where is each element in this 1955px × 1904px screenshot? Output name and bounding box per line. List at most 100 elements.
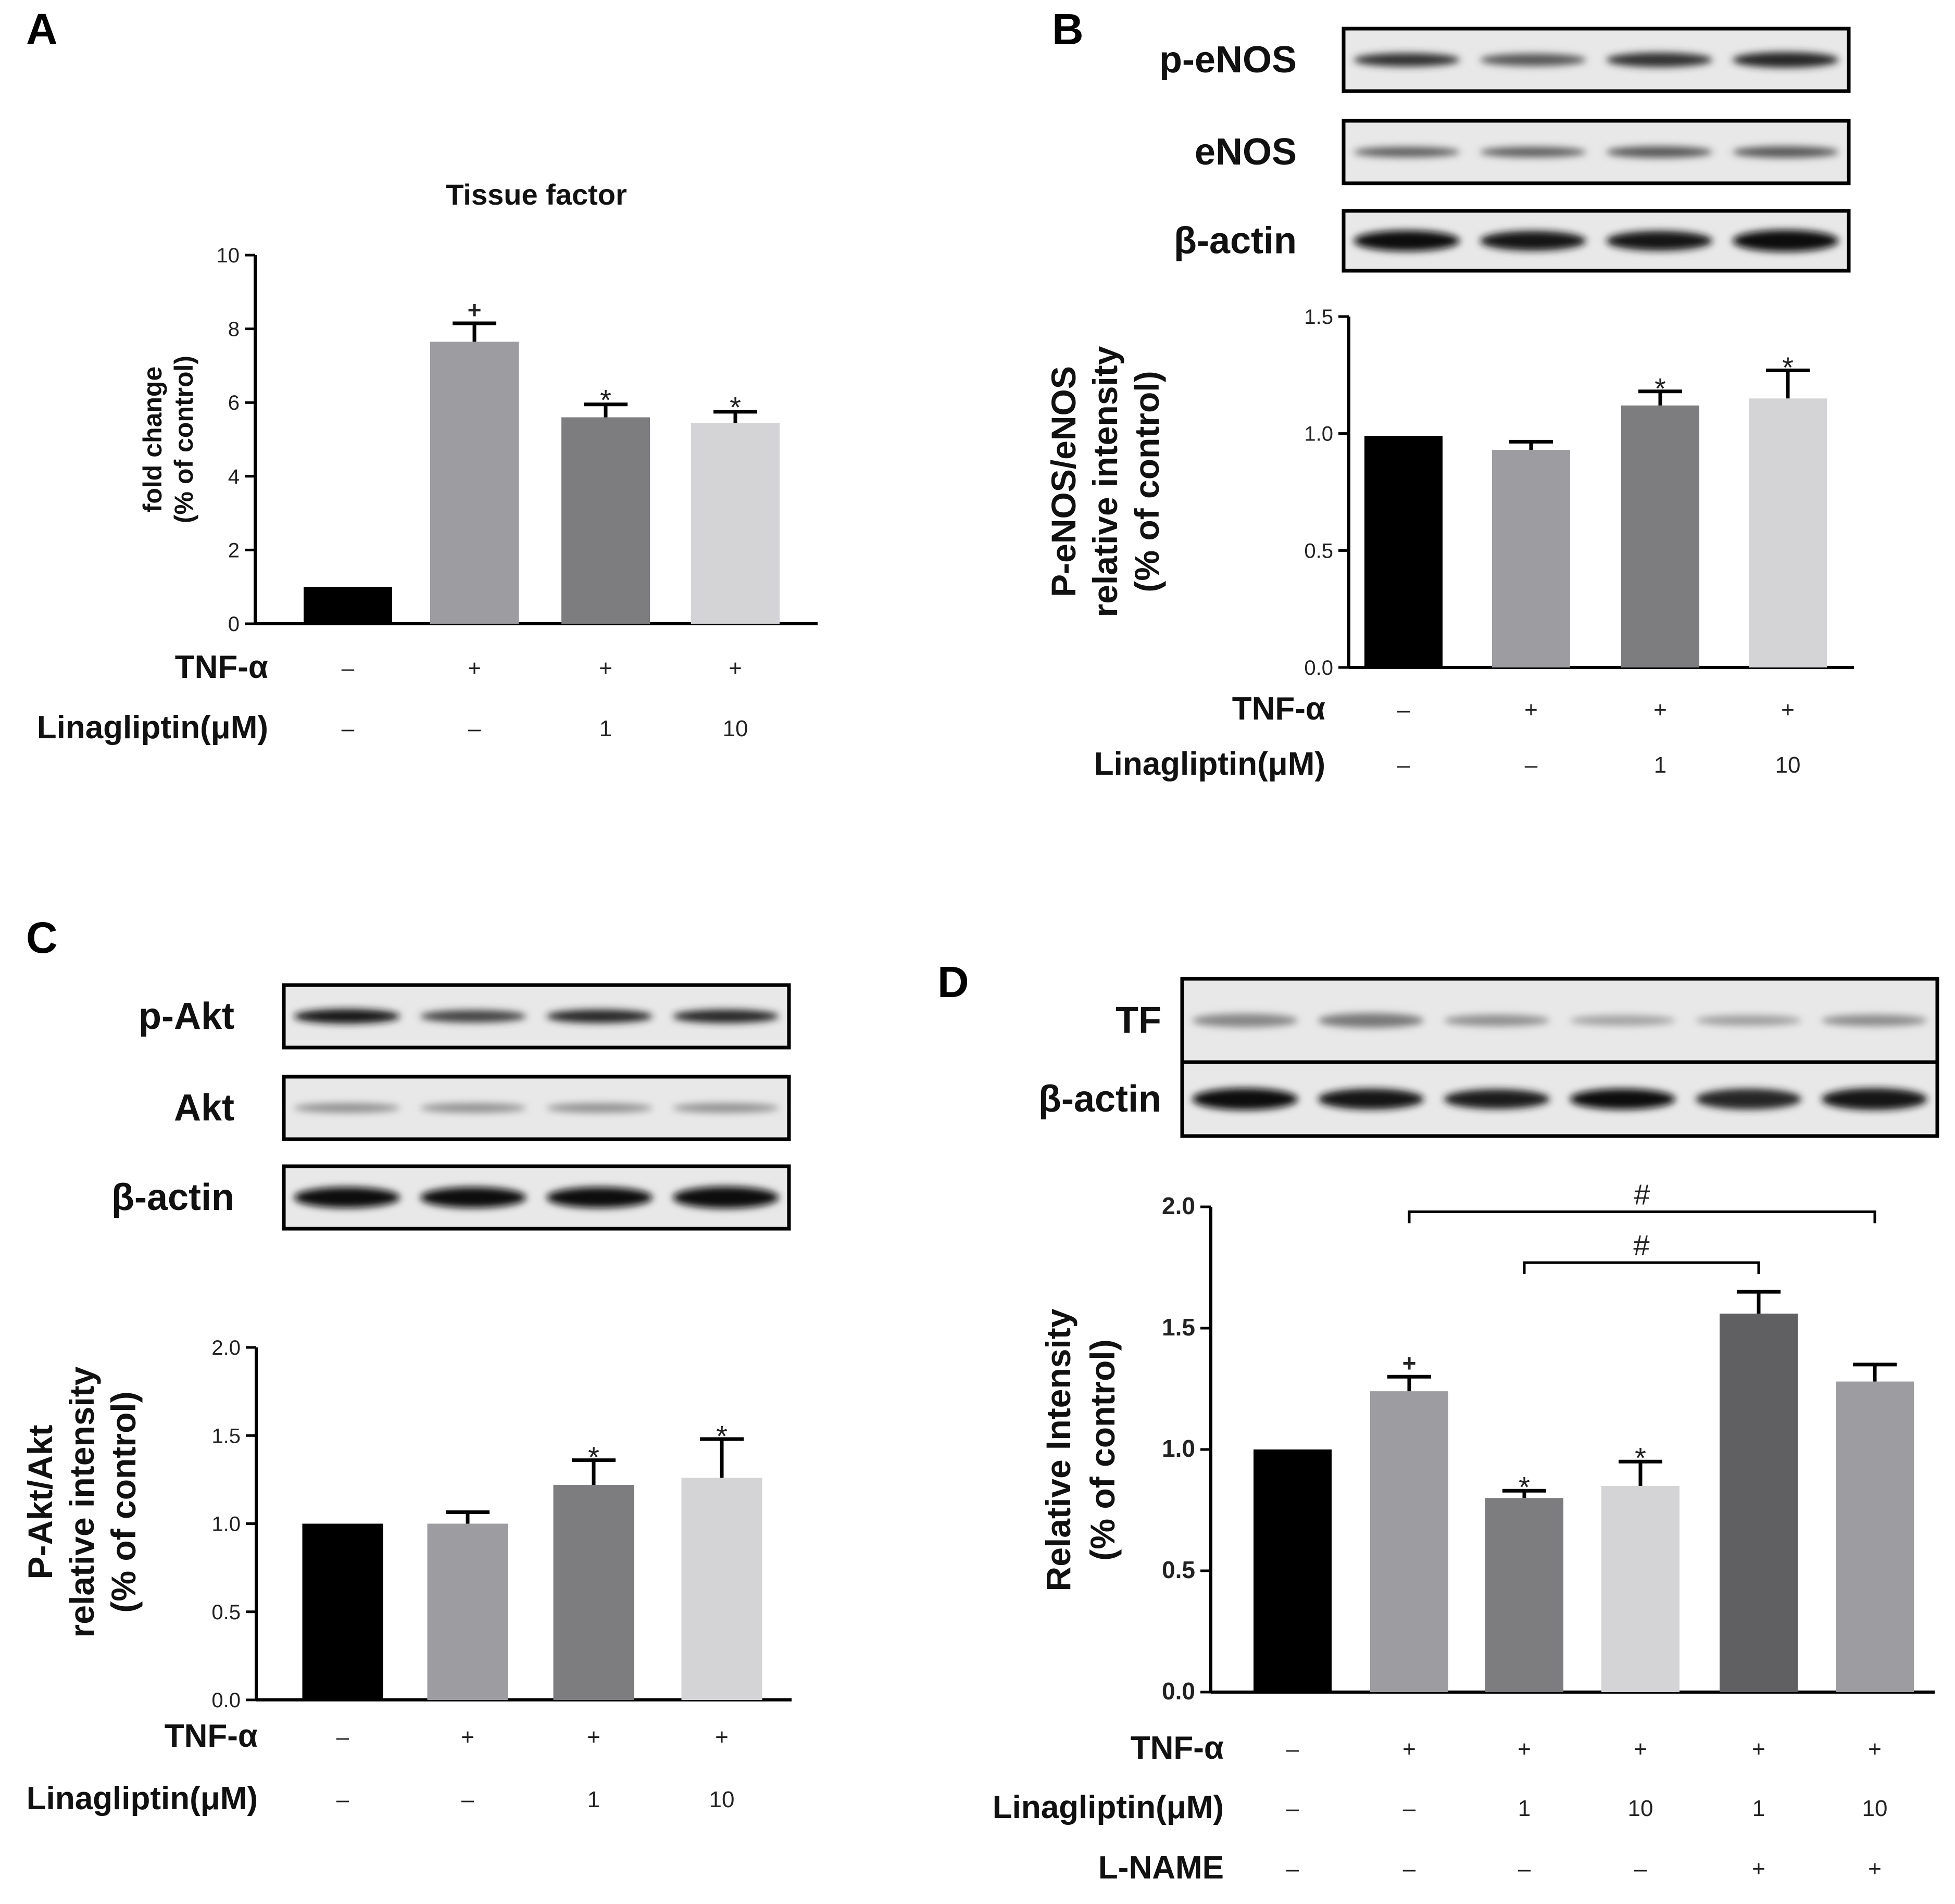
y-tick-label: 8 <box>228 318 240 341</box>
blot-band <box>1192 1088 1298 1110</box>
y-axis-label: (% of control) <box>104 1391 143 1612</box>
y-tick-label: 4 <box>228 465 240 488</box>
blot-band <box>1732 230 1839 252</box>
blot-band <box>294 1009 400 1024</box>
bar <box>1749 398 1827 667</box>
blot-band <box>1192 1014 1298 1027</box>
condition-value: – <box>1286 1796 1299 1821</box>
y-axis-label: Relative Intensity <box>1039 1308 1077 1591</box>
blot-band <box>420 1187 527 1208</box>
condition-value: 10 <box>1775 752 1801 778</box>
bracket-label: # <box>1633 1229 1649 1262</box>
condition-value: + <box>1752 1736 1765 1762</box>
condition-value: 10 <box>709 1787 735 1812</box>
panel-letter: A <box>26 5 58 54</box>
y-tick-label: 6 <box>228 392 240 414</box>
bar <box>561 417 650 624</box>
condition-label: Linagliptin(μM) <box>27 1781 258 1817</box>
bar <box>427 1523 508 1700</box>
condition-label: L-NAME <box>1098 1850 1224 1886</box>
panel-letter: C <box>26 913 58 962</box>
y-axis-label: (% of control) <box>1083 1339 1122 1560</box>
blot-band <box>1696 1015 1801 1026</box>
condition-label: TNF-α <box>175 649 268 685</box>
panel-d: D TF β-actin 0.0 0.5 1.0 1.5 2.0 Relative Intens… <box>937 957 1939 1886</box>
condition-value: + <box>1653 697 1667 723</box>
condition-label: Linagliptin(μM) <box>37 710 268 746</box>
condition-value: + <box>1752 1856 1765 1882</box>
bar <box>1720 1314 1798 1692</box>
condition-value: – <box>336 1787 349 1812</box>
condition-value: + <box>468 655 481 681</box>
blot-band <box>1480 54 1586 66</box>
blot-band <box>546 1103 653 1113</box>
condition-value: + <box>461 1724 474 1750</box>
condition-value: 1 <box>1518 1796 1531 1821</box>
blot-band <box>1606 146 1713 158</box>
y-axis-label: P-Akt/Akt <box>21 1424 59 1579</box>
bar <box>1836 1381 1914 1692</box>
blot-row-label: TF <box>1116 1000 1161 1041</box>
y-tick-label: 0.5 <box>211 1601 241 1624</box>
bar <box>681 1478 762 1700</box>
plus-marker: + <box>468 296 482 323</box>
condition-value: 1 <box>1654 752 1666 778</box>
y-tick-label: 0 <box>228 613 240 636</box>
bar <box>1254 1449 1332 1692</box>
y-tick-label: 1.5 <box>211 1424 241 1447</box>
y-axis-label: (% of control) <box>169 356 198 523</box>
bracket-label: # <box>1634 1178 1650 1211</box>
condition-value: 1 <box>1752 1796 1765 1821</box>
blot-band <box>1732 146 1839 158</box>
y-tick-label: 2.0 <box>1162 1192 1195 1219</box>
blot-band <box>1570 1089 1676 1109</box>
panel-c: Cp-Akt Akt β-actin 0.0 0.5 1.0 1.5 2.0 P-Akt/Akt… <box>21 913 792 1817</box>
blot-frame <box>1180 1060 1939 1138</box>
blot-row-label: p-Akt <box>139 995 234 1037</box>
blot-row-label: p-eNOS <box>1159 39 1297 81</box>
condition-value: – <box>468 716 481 741</box>
significance-marker: * <box>1519 1471 1530 1504</box>
blot-band <box>1354 53 1460 67</box>
condition-value: + <box>1524 697 1538 723</box>
y-tick-label: 0.0 <box>1304 657 1333 679</box>
bar <box>1621 405 1699 667</box>
blot-band <box>1821 1088 1927 1110</box>
blot-band <box>1444 1015 1550 1026</box>
condition-value: – <box>1634 1856 1647 1882</box>
y-tick-label: 2.0 <box>211 1336 241 1359</box>
blot-strip <box>1180 977 1939 1064</box>
blot-strip <box>1342 27 1851 93</box>
panel-letter: D <box>937 957 969 1006</box>
condition-value: + <box>1868 1856 1882 1882</box>
bar <box>1364 436 1443 667</box>
condition-value: – <box>1286 1856 1299 1882</box>
blot-band <box>294 1103 400 1113</box>
bar <box>691 423 780 624</box>
panel-b: Bp-eNOS eNOS β-actin 0.0 0.5 1.0 1.5 P-eNOS/eNO… <box>1044 5 1854 782</box>
condition-value: 10 <box>1862 1796 1888 1821</box>
blot-band <box>1354 147 1460 157</box>
bar <box>1370 1391 1448 1692</box>
condition-value: – <box>1397 752 1410 778</box>
significance-bracket <box>1523 1261 1760 1275</box>
condition-value: – <box>1397 697 1410 723</box>
chart-title: Tissue factor <box>446 178 627 211</box>
condition-value: – <box>336 1724 349 1750</box>
blot-band <box>1606 53 1713 67</box>
condition-value: 10 <box>1628 1796 1653 1821</box>
condition-label: TNF-α <box>1232 691 1325 727</box>
significance-marker: * <box>588 1441 599 1473</box>
condition-value: – <box>1525 752 1538 778</box>
condition-value: – <box>342 655 355 681</box>
condition-value: 1 <box>599 716 612 741</box>
blot-band <box>672 1010 779 1023</box>
blot-row-label: eNOS <box>1195 131 1297 173</box>
significance-marker: * <box>1635 1442 1646 1474</box>
y-tick-label: 1.0 <box>1162 1435 1195 1462</box>
bar <box>553 1485 634 1700</box>
condition-value: – <box>1403 1796 1416 1821</box>
y-tick-label: 1.5 <box>1162 1314 1195 1341</box>
condition-value: – <box>461 1787 474 1812</box>
